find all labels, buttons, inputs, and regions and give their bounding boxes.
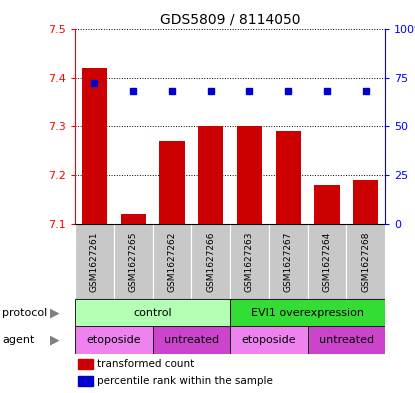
Text: protocol: protocol (2, 308, 47, 318)
Bar (75, 224, 114, 299)
Text: control: control (133, 308, 172, 318)
Bar (308, 326, 385, 354)
Text: untreated: untreated (319, 335, 374, 345)
Text: GSM1627266: GSM1627266 (206, 231, 215, 292)
Bar (230, 224, 269, 299)
Bar (114, 224, 153, 299)
Bar (353, 180, 378, 224)
Bar (308, 224, 347, 299)
Bar (75, 326, 153, 354)
Bar (230, 326, 308, 354)
Bar (78, 359, 93, 369)
Bar (153, 326, 230, 354)
Text: GSM1627263: GSM1627263 (245, 231, 254, 292)
Bar (82, 68, 107, 224)
Text: GSM1627265: GSM1627265 (129, 231, 138, 292)
Text: GSM1627262: GSM1627262 (168, 231, 176, 292)
Bar (315, 185, 339, 224)
Text: transformed count: transformed count (98, 359, 195, 369)
Bar (347, 224, 385, 299)
Text: etoposide: etoposide (87, 335, 141, 345)
Bar (191, 224, 230, 299)
Text: GSM1627268: GSM1627268 (361, 231, 370, 292)
Bar (159, 141, 185, 224)
Text: untreated: untreated (164, 335, 219, 345)
Bar (75, 299, 230, 326)
Text: GSM1627264: GSM1627264 (322, 231, 332, 292)
Text: EVI1 overexpression: EVI1 overexpression (251, 308, 364, 318)
Bar (78, 376, 93, 386)
Bar (269, 224, 308, 299)
Bar (237, 126, 262, 224)
Bar (153, 224, 191, 299)
Title: GDS5809 / 8114050: GDS5809 / 8114050 (160, 12, 300, 26)
Text: percentile rank within the sample: percentile rank within the sample (98, 376, 273, 386)
Text: ▶: ▶ (50, 333, 60, 347)
Text: ▶: ▶ (50, 306, 60, 319)
Text: GSM1627261: GSM1627261 (90, 231, 99, 292)
Text: agent: agent (2, 335, 34, 345)
Bar (198, 126, 223, 224)
Text: etoposide: etoposide (242, 335, 296, 345)
Text: GSM1627267: GSM1627267 (284, 231, 293, 292)
Bar (276, 131, 301, 224)
Bar (121, 214, 146, 224)
Bar (230, 299, 385, 326)
